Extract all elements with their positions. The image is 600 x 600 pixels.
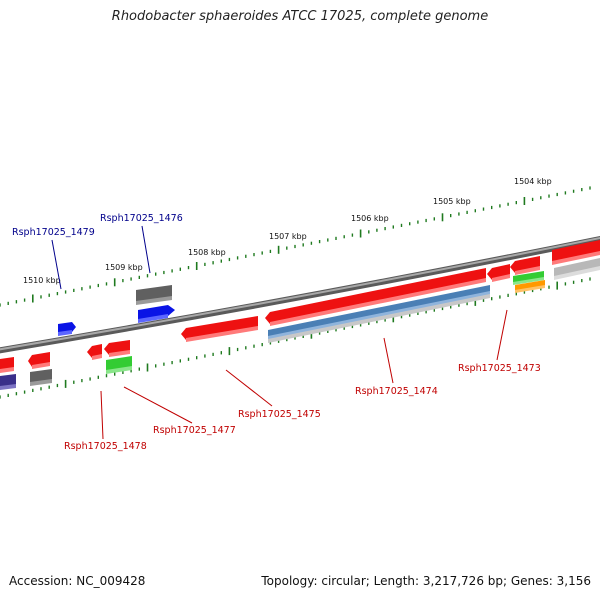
gene-red-right-upper[interactable] [552, 240, 600, 265]
gene-labels: Rsph17025_1479 Rsph17025_1476 Rsph17025_… [12, 213, 541, 452]
leader-1476 [141, 225, 151, 274]
gene-purple-left-edge[interactable] [0, 374, 16, 390]
leader-1477 [123, 386, 193, 424]
gene-orange-1473[interactable] [515, 280, 545, 293]
gene-Rsph17025_1477[interactable] [104, 340, 130, 357]
gene-red-1479[interactable] [28, 352, 50, 369]
scale-label-1507: 1507 kbp [269, 232, 307, 241]
leader-1478 [100, 390, 104, 440]
gene-Rsph17025_1475[interactable] [181, 316, 258, 342]
gene-blue-small[interactable] [58, 322, 76, 336]
gene-Rsph17025_1474[interactable] [265, 268, 486, 326]
leader-1474 [383, 337, 394, 384]
upper-strand-genes [58, 240, 600, 336]
gene-Rsph17025_1476[interactable] [136, 285, 172, 305]
label-Rsph17025_1474[interactable]: Rsph17025_1474 [355, 386, 438, 397]
accession-text: Accession: NC_009428 [9, 574, 146, 588]
gene-red-1473b[interactable] [510, 256, 540, 275]
genome-summary-text: Topology: circular; Length: 3,217,726 bp… [261, 574, 591, 588]
gene-blue-upper[interactable] [138, 305, 175, 323]
lower-strand-genes [0, 256, 545, 390]
scale-label-1504: 1504 kbp [514, 177, 552, 186]
label-leaders [51, 225, 508, 440]
label-Rsph17025_1479[interactable]: Rsph17025_1479 [12, 227, 95, 238]
gene-steelblue-1474[interactable] [268, 285, 490, 343]
gene-green-1473[interactable] [513, 271, 544, 285]
scale-labels: 1504 kbp 1505 kbp 1506 kbp 1507 kbp 1508… [23, 177, 552, 285]
leader-1479 [51, 239, 62, 290]
label-Rsph17025_1477[interactable]: Rsph17025_1477 [153, 425, 236, 436]
label-Rsph17025_1473[interactable]: Rsph17025_1473 [458, 363, 541, 374]
scale-label-1510: 1510 kbp [23, 276, 61, 285]
gene-red-1473a[interactable] [487, 264, 510, 282]
upper-tick-row [0, 186, 591, 307]
scale-label-1509: 1509 kbp [105, 263, 143, 272]
scale-label-1506: 1506 kbp [351, 214, 389, 223]
gene-Rsph17025_1478[interactable] [87, 344, 102, 360]
gene-red-left-edge[interactable] [0, 357, 14, 373]
gene-gray-right[interactable] [554, 258, 600, 280]
scale-label-1508: 1508 kbp [188, 248, 226, 257]
label-Rsph17025_1478[interactable]: Rsph17025_1478 [64, 441, 147, 452]
gene-gray-lower[interactable] [30, 369, 52, 386]
map-title: Rhodobacter sphaeroides ATCC 17025, comp… [111, 9, 489, 24]
label-Rsph17025_1476[interactable]: Rsph17025_1476 [100, 213, 183, 224]
scale-label-1505: 1505 kbp [433, 197, 471, 206]
gene-green-1477[interactable] [106, 356, 132, 374]
genome-backbone-highlight [0, 237, 600, 351]
leader-1473 [496, 309, 508, 361]
leader-1475 [225, 369, 273, 407]
label-Rsph17025_1475[interactable]: Rsph17025_1475 [238, 409, 321, 420]
